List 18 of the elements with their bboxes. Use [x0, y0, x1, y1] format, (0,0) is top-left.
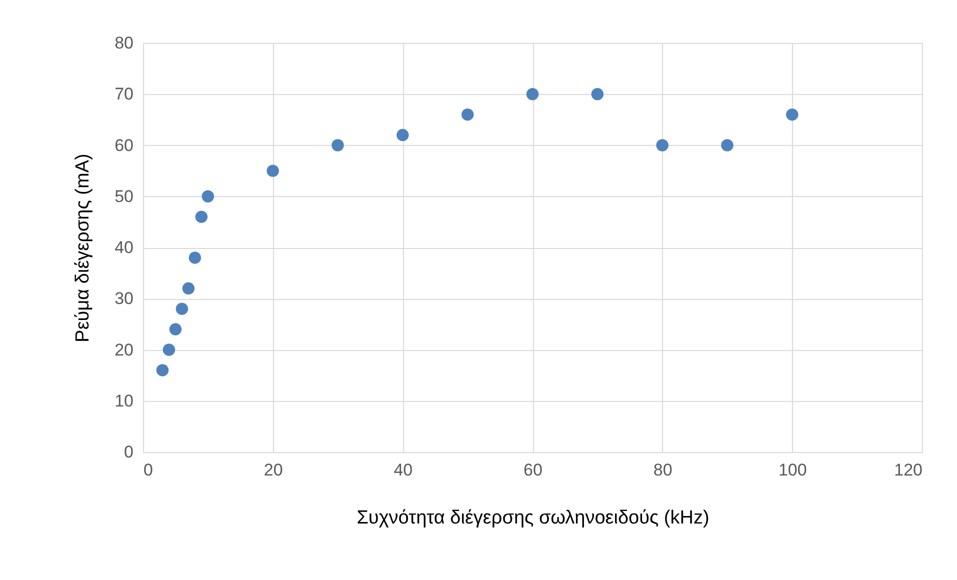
x-tick-label: 60 [524, 460, 542, 480]
y-tick-label: 60 [114, 136, 134, 155]
y-axis-title: Ρεύμα διέγερσης (mA) [72, 154, 94, 342]
x-axis-title: Συχνότητα διέγερσης σωληνοειδούς (kHz) [356, 508, 710, 528]
x-tick-label: 80 [653, 460, 672, 480]
x-tick-label: 40 [394, 460, 413, 480]
x-tick-label: 0 [144, 460, 153, 480]
y-tick-label: 50 [114, 186, 134, 206]
y-tick-label: 0 [124, 442, 134, 462]
y-tick-label: 20 [114, 340, 134, 360]
y-tick-label: 70 [114, 84, 134, 104]
x-tick-label: 100 [778, 460, 807, 480]
x-tick-label: 20 [264, 460, 283, 480]
y-tick-label: 30 [114, 289, 134, 308]
y-tick-label: 80 [114, 34, 134, 52]
x-tick-label: 120 [894, 460, 922, 480]
y-tick-label: 10 [114, 391, 134, 410]
y-tick-label: 40 [114, 238, 134, 257]
